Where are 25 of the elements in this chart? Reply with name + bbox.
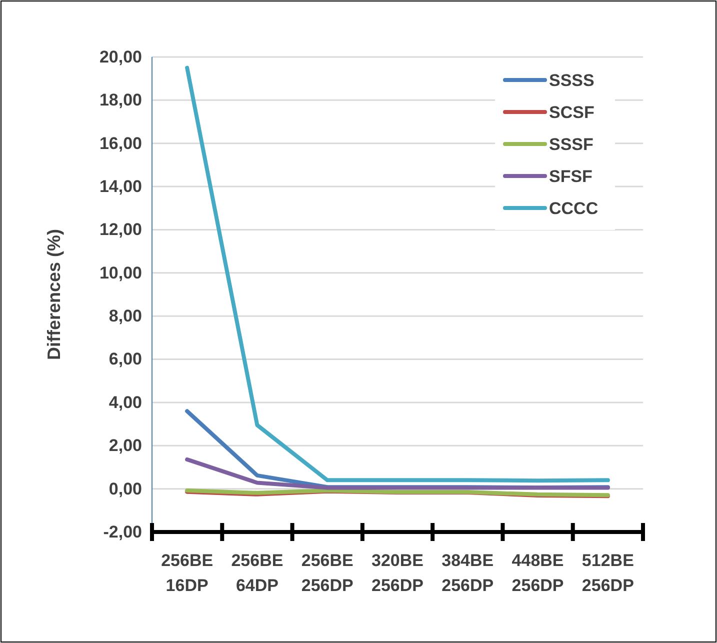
y-tick-label: 16,00 — [99, 134, 142, 153]
y-axis-title: Differences (%) — [44, 228, 64, 360]
x-tick-label: 384BE 256DP — [442, 551, 494, 595]
y-tick-label: 12,00 — [99, 220, 142, 240]
y-tick-label: 20,00 — [99, 47, 142, 66]
x-tick-label: 256BE 16DP — [161, 551, 214, 595]
legend-label: SSSS — [549, 71, 594, 90]
y-tick-label: 6,00 — [108, 350, 142, 369]
y-tick-label: -2,00 — [103, 522, 142, 542]
legend-label: CCCC — [549, 199, 598, 218]
x-tick-label: 256BE 64DP — [231, 551, 284, 595]
y-tick-label: 0,00 — [108, 479, 142, 498]
legend-label: SSSF — [549, 135, 594, 154]
y-tick-label: 4,00 — [108, 392, 142, 412]
legend-label: SFSF — [549, 167, 592, 186]
y-tick-label: 14,00 — [99, 176, 142, 196]
y-tick-label: 2,00 — [108, 436, 142, 456]
x-tick-label: 320BE 256DP — [372, 551, 424, 595]
x-tick-label: 448BE 256DP — [512, 551, 564, 595]
x-tick-label: 256BE 256DP — [301, 551, 354, 595]
y-tick-label: 8,00 — [108, 306, 142, 326]
y-tick-label: 10,00 — [99, 263, 142, 282]
y-tick-label: 18,00 — [99, 90, 142, 110]
x-tick-label: 512BE 256DP — [582, 551, 634, 595]
legend-label: SCSF — [549, 103, 594, 122]
